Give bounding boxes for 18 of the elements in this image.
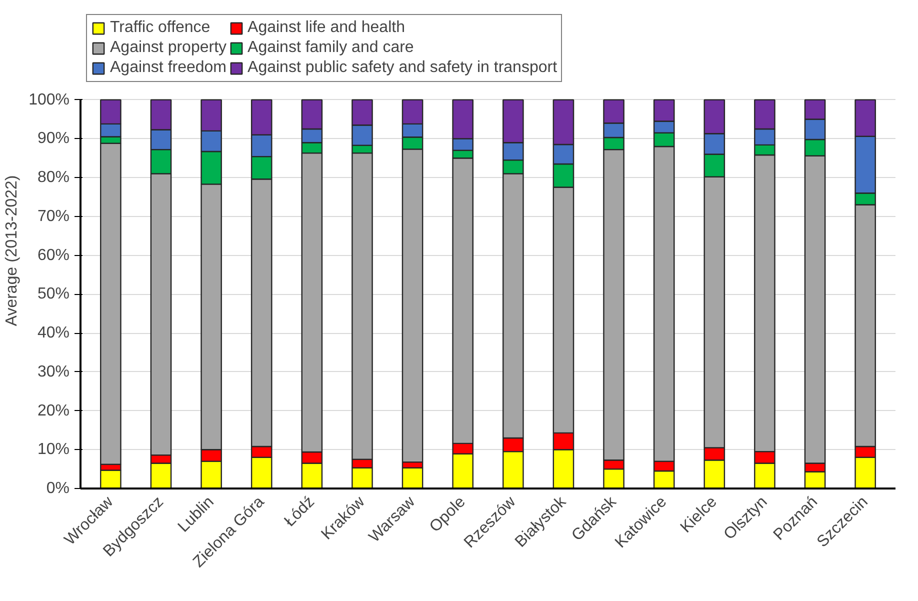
y-tick-label: 40% — [37, 324, 70, 342]
y-tick-label: 10% — [37, 441, 70, 458]
legend-label: Against property — [110, 39, 227, 57]
y-tick-label: 30% — [37, 363, 70, 380]
legend-label: Against life and health — [248, 19, 405, 37]
y-tick-label: 0% — [46, 480, 70, 497]
y-tick-label: 60% — [37, 246, 70, 264]
legend-label: Against public safety and safety in transport — [248, 59, 558, 77]
y-tick-label: 80% — [37, 169, 70, 186]
legend-label: Against freedom — [110, 59, 227, 77]
y-tick-label: 100% — [28, 91, 70, 108]
y-axis-title: Average (2013-2022) — [4, 175, 21, 326]
legend-label: Traffic offence — [110, 19, 210, 37]
legend-label: Against family and care — [248, 39, 414, 57]
y-tick-label: 50% — [37, 286, 70, 303]
y-tick-label: 90% — [37, 130, 70, 148]
y-tick-label: 20% — [37, 402, 70, 420]
y-tick-label: 70% — [37, 208, 70, 225]
